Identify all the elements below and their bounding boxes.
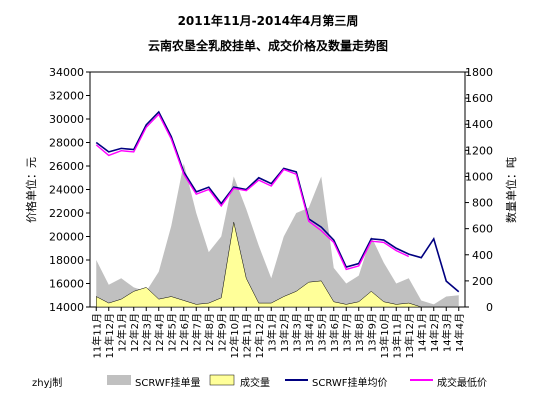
y-axis-label-right: 数量单位：吨 (504, 157, 518, 223)
deal-volume-area (96, 222, 459, 308)
legend-swatch-listing-volume (107, 375, 131, 385)
right-tick-label: 0 (486, 301, 493, 314)
avg-listing-price-line (95, 110, 460, 293)
x-tick-label: 12年6月 (178, 313, 191, 352)
right-tick-label: 1400 (465, 118, 493, 131)
legend: zhyj制 SCRWF挂单量 成交量 SCRWF挂单均价 成交最低价 (32, 374, 487, 389)
x-tick-label: 12年3月 (140, 313, 153, 352)
x-tick-label: 13年1月 (265, 313, 278, 352)
x-axis-ticks: 11年11月 11年12月 12年1月 12年2月 12年3月 12年4月 12年5月 12年… (90, 307, 466, 358)
right-tick-label: 600 (472, 223, 493, 236)
left-tick-label: 32000 (49, 90, 84, 103)
x-tick-label: 13年8月 (353, 313, 366, 352)
x-tick-label: 13年7月 (340, 313, 353, 352)
x-tick-label: 13年10月 (378, 313, 391, 358)
right-axis-ticks: 0 200 400 600 800 1000 1200 1400 1600 1800 (465, 66, 493, 314)
x-tick-label: 13年3月 (290, 313, 303, 352)
x-tick-label: 12年4月 (153, 313, 166, 352)
x-tick-label: 12年12月 (253, 313, 266, 358)
left-tick-label: 34000 (49, 66, 84, 79)
left-tick-label: 24000 (49, 184, 84, 197)
left-tick-label: 14000 (49, 301, 84, 314)
x-tick-label: 14年4月 (453, 313, 466, 352)
right-tick-label: 1800 (465, 66, 493, 79)
x-tick-label: 14年1月 (415, 313, 428, 352)
x-tick-label: 12年9月 (215, 313, 228, 352)
credit-label: zhyj制 (32, 376, 62, 389)
x-tick-label: 13年2月 (278, 313, 291, 352)
x-tick-label: 12年5月 (165, 313, 178, 352)
x-tick-label: 13年6月 (328, 313, 341, 352)
x-tick-label: 14年2月 (428, 313, 441, 352)
legend-swatch-deal-volume (209, 374, 235, 386)
x-tick-label: 13年11月 (390, 313, 403, 358)
right-tick-label: 1000 (465, 170, 493, 183)
x-tick-label: 13年5月 (315, 313, 328, 352)
left-tick-label: 26000 (49, 160, 84, 173)
legend-label-min-price: 成交最低价 (437, 376, 487, 389)
left-tick-label: 28000 (49, 137, 84, 150)
x-tick-label: 12年1月 (115, 313, 128, 352)
min-deal-price-line (95, 113, 410, 271)
y-axis-label-left: 价格单位：元 (24, 157, 38, 223)
right-tick-label: 200 (472, 275, 493, 288)
x-tick-label: 14年3月 (440, 313, 453, 352)
x-tick-label: 12年10月 (228, 313, 241, 358)
x-tick-label: 13年4月 (303, 313, 316, 352)
x-tick-label: 12年7月 (190, 313, 203, 352)
right-tick-label: 1200 (465, 144, 493, 157)
listing-volume-area (96, 163, 459, 307)
x-tick-label: 12年2月 (128, 313, 141, 352)
chart-title-line2: 云南农垦全乳胶挂单、成交价格及数量走势图 (148, 38, 388, 53)
legend-label-avg-price: SCRWF挂单均价 (312, 376, 388, 389)
x-tick-label: 11年12月 (103, 313, 116, 358)
x-tick-label: 12年11月 (240, 313, 253, 358)
left-axis-ticks: 14000 16000 18000 20000 22000 24000 26000 28000… (49, 66, 90, 314)
left-tick-label: 30000 (49, 113, 84, 126)
right-tick-label: 400 (472, 249, 493, 262)
plot-layer (95, 110, 460, 308)
x-tick-label: 13年12月 (403, 313, 416, 358)
x-tick-label: 12年8月 (203, 313, 216, 352)
left-tick-label: 16000 (49, 278, 84, 291)
left-tick-label: 18000 (49, 254, 84, 267)
right-tick-label: 800 (472, 197, 493, 210)
chart-title-line1: 2011年11月-2014年4月第三周 (178, 13, 359, 28)
x-tick-label: 13年9月 (365, 313, 378, 352)
legend-label-deal-volume: 成交量 (240, 376, 270, 389)
left-tick-label: 20000 (49, 231, 84, 244)
left-tick-label: 22000 (49, 207, 84, 220)
legend-label-listing-volume: SCRWF挂单量 (135, 376, 201, 389)
x-tick-label: 11年11月 (90, 313, 103, 358)
right-tick-label: 1600 (465, 92, 493, 105)
